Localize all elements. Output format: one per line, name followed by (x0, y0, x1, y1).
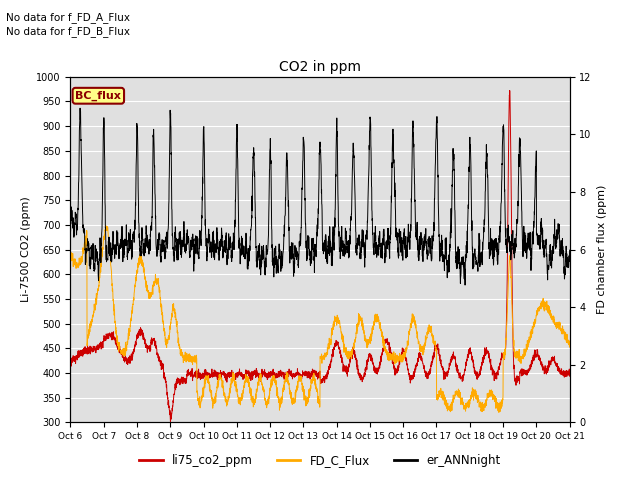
Text: BC_flux: BC_flux (76, 91, 121, 101)
Legend: li75_co2_ppm, FD_C_Flux, er_ANNnight: li75_co2_ppm, FD_C_Flux, er_ANNnight (134, 449, 506, 472)
Y-axis label: Li-7500 CO2 (ppm): Li-7500 CO2 (ppm) (20, 197, 31, 302)
Text: No data for f_FD_B_Flux: No data for f_FD_B_Flux (6, 26, 131, 37)
Title: CO2 in ppm: CO2 in ppm (279, 60, 361, 74)
Y-axis label: FD chamber flux (ppm): FD chamber flux (ppm) (597, 185, 607, 314)
Text: No data for f_FD_A_Flux: No data for f_FD_A_Flux (6, 12, 131, 23)
